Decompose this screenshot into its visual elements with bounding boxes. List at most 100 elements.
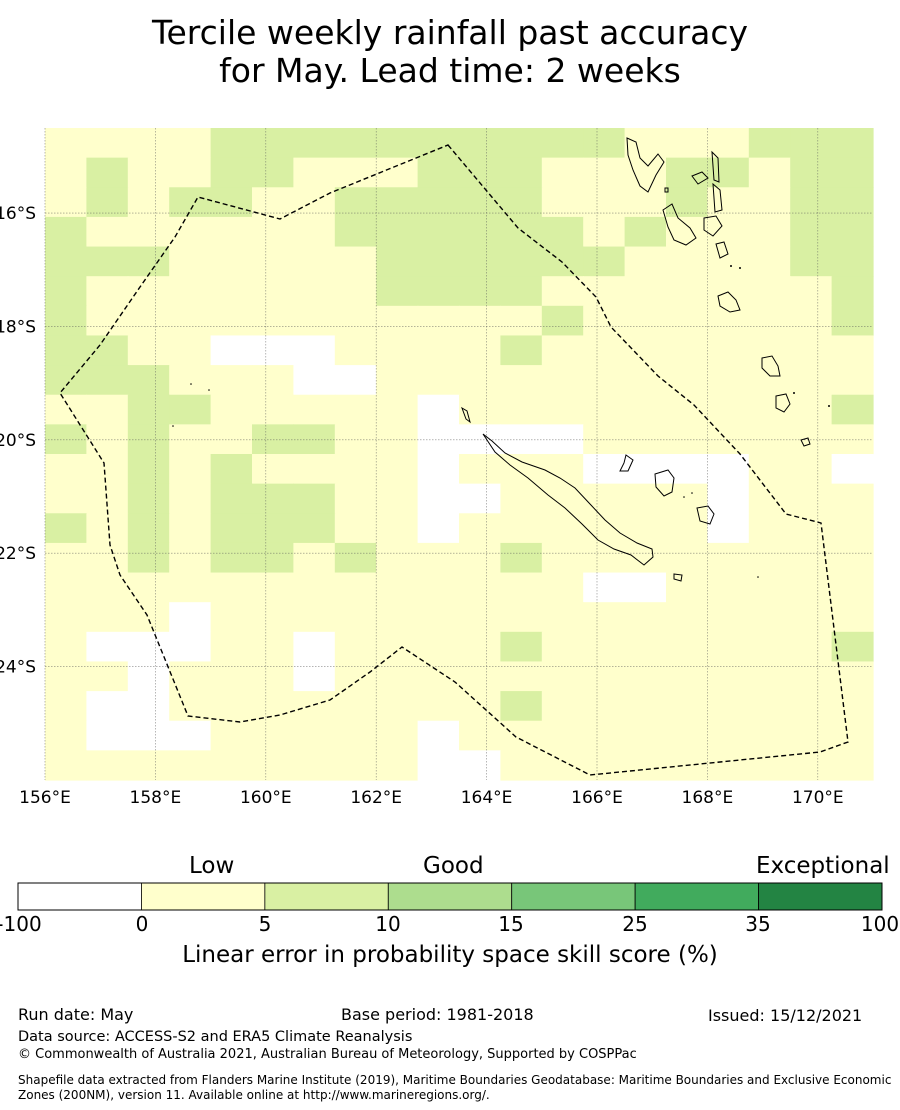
grid-cell	[169, 513, 212, 544]
grid-cell	[459, 631, 501, 663]
grid-cell	[748, 661, 791, 692]
grid-cell	[293, 216, 336, 248]
island-outline	[691, 171, 709, 185]
colorbar-tick-label: 15	[498, 912, 524, 936]
loyalty-islands-outline	[654, 469, 675, 497]
skill-grid	[45, 128, 874, 781]
grid-cell	[748, 483, 791, 514]
grid-cell	[707, 513, 750, 544]
grid-cell	[666, 365, 708, 396]
grid-cell	[210, 661, 253, 692]
grid-cell	[583, 365, 626, 396]
grid-cell	[45, 157, 87, 188]
grid-cell	[624, 572, 667, 603]
grid-cell	[624, 691, 667, 722]
grid-cell	[45, 513, 87, 544]
islet	[730, 265, 732, 267]
grid-cell	[459, 276, 501, 307]
islet	[683, 496, 685, 498]
grid-cell	[417, 602, 460, 633]
grid-cell	[169, 483, 212, 514]
grid-cell	[210, 276, 253, 307]
grid-cell	[707, 750, 750, 781]
grid-cell	[210, 335, 253, 366]
eez-boundary	[59, 144, 849, 776]
grid-cell	[707, 631, 750, 663]
grid-cell	[541, 276, 584, 307]
grid-cell	[210, 691, 253, 722]
grid-cell	[210, 720, 253, 751]
grid-cell	[169, 216, 212, 248]
grid-cell	[334, 602, 377, 633]
island-outline	[800, 437, 811, 447]
grid-cell	[169, 454, 212, 485]
grid-cell	[500, 720, 543, 751]
grid-cell	[831, 424, 874, 455]
grid-cell	[707, 483, 750, 514]
colorbar-tick-label: 35	[745, 912, 771, 936]
grid-cell	[831, 246, 874, 277]
grid-cell	[127, 691, 170, 722]
grid-cell	[252, 365, 294, 396]
x-tick-label: 166°E	[571, 788, 623, 808]
grid-cell	[334, 424, 377, 455]
grid-cell	[376, 157, 419, 188]
grid-cell	[459, 661, 501, 692]
grid-cell	[334, 128, 377, 159]
grid-cell	[417, 720, 460, 751]
grid-cell	[45, 187, 87, 218]
x-tick-label: 170°E	[792, 788, 844, 808]
grid-cell	[127, 305, 170, 337]
grid-cell	[293, 305, 336, 337]
grid-cell	[252, 750, 294, 781]
grid-cell	[500, 483, 543, 514]
grid-cell	[86, 276, 129, 307]
grid-cell	[293, 454, 336, 485]
grid-cell	[45, 424, 87, 455]
grid-cell	[790, 128, 833, 159]
colorbar-category-low: Low	[189, 853, 235, 879]
colorbar-tick-label: 5	[258, 912, 272, 936]
grid-cell	[541, 691, 584, 722]
grid-cell	[417, 216, 460, 248]
grid-cell	[583, 542, 626, 574]
grid-cell	[210, 216, 253, 248]
grid-cell	[293, 394, 336, 425]
grid-cell	[459, 483, 501, 514]
grid-cell	[707, 720, 750, 751]
grid-cell	[293, 661, 336, 692]
colorbar-category-exceptional: Exceptional	[756, 853, 890, 879]
grid-cell	[334, 691, 377, 722]
grid-cell	[293, 750, 336, 781]
grid-cell	[748, 246, 791, 277]
grid-cell	[500, 276, 543, 307]
islet	[208, 389, 210, 391]
colorbar-segment	[17, 882, 142, 911]
grid-cell	[500, 157, 543, 188]
grid-cell	[86, 602, 129, 633]
grid-cell	[748, 305, 791, 337]
grid-cell	[790, 572, 833, 603]
grid-cell	[86, 394, 129, 425]
tanna-outline	[775, 393, 791, 413]
grid-cell	[583, 128, 626, 159]
grid-cell	[334, 187, 377, 218]
grid-cell	[831, 572, 874, 603]
grid-cell	[459, 602, 501, 633]
x-axis-ticks: 156°E 158°E 160°E 162°E 164°E 166°E 168°E 170°E	[19, 788, 844, 808]
grid-cell	[252, 661, 294, 692]
grid-cell	[417, 305, 460, 337]
grid-cell	[334, 394, 377, 425]
grid-cell	[169, 750, 212, 781]
grid-cell	[707, 276, 750, 307]
grid-cell	[500, 572, 543, 603]
y-tick-label: 20°S	[0, 431, 36, 451]
grid-cell	[417, 276, 460, 307]
colorbar-title: Linear error in probability space skill …	[182, 942, 718, 968]
grid-cell	[583, 750, 626, 781]
grid-cell	[334, 246, 377, 277]
grid-cell	[127, 365, 170, 396]
grid-cell	[790, 720, 833, 751]
grid-cell	[666, 513, 708, 544]
grid-cell	[541, 750, 584, 781]
